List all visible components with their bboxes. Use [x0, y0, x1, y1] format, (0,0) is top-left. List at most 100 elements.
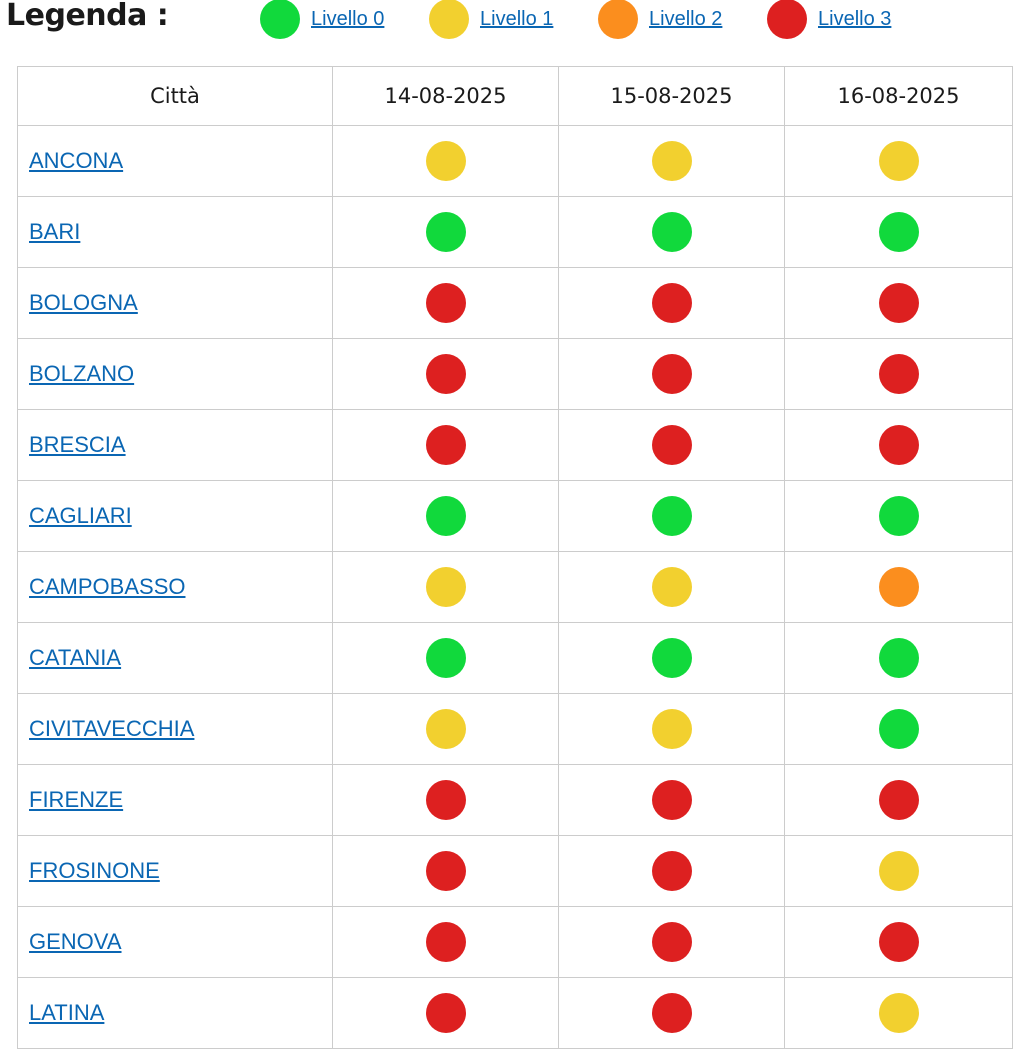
- level-cell: [332, 693, 559, 765]
- level-0-dot-icon: [878, 709, 919, 749]
- city-link[interactable]: CAGLIARI: [29, 503, 132, 528]
- level-3-dot-icon: [878, 354, 919, 394]
- table-row: FIRENZE: [17, 764, 1013, 836]
- level-cell: [784, 338, 1013, 410]
- table-row: BARI: [17, 196, 1013, 268]
- level-3-dot-icon: [878, 283, 919, 323]
- legend-level-1-link[interactable]: Livello 1: [480, 7, 554, 30]
- city-link[interactable]: LATINA: [29, 1000, 105, 1025]
- city-link[interactable]: BOLOGNA: [29, 290, 138, 315]
- level-3-dot-icon: [878, 922, 919, 962]
- level-3-dot-icon: [878, 425, 919, 465]
- level-1-dot-icon: [651, 567, 692, 607]
- level-cell: [332, 622, 559, 694]
- city-cell: CAGLIARI: [17, 480, 333, 552]
- legend-item-livello-1[interactable]: Livello 1: [429, 0, 554, 39]
- level-0-dot-icon: [878, 212, 919, 252]
- level-3-dot-icon: [651, 425, 692, 465]
- level-cell: [332, 906, 559, 978]
- city-link[interactable]: ANCONA: [29, 148, 124, 173]
- level-cell: [558, 977, 785, 1049]
- level-cell: [558, 764, 785, 836]
- level-0-dot-icon: [425, 212, 466, 252]
- legend-item-livello-3[interactable]: Livello 3: [767, 0, 892, 39]
- table-row: BRESCIA: [17, 409, 1013, 481]
- level-cell: [784, 693, 1013, 765]
- legend-item-livello-0[interactable]: Livello 0: [260, 0, 385, 39]
- level-0-dot-icon: [425, 496, 466, 536]
- city-link[interactable]: FROSINONE: [29, 858, 160, 883]
- level-table: Città 14-08-2025 15-08-2025 16-08-2025 A…: [17, 66, 1013, 1049]
- level-0-dot-icon: [651, 212, 692, 252]
- level-cell: [558, 409, 785, 481]
- city-cell: FIRENZE: [17, 764, 333, 836]
- legend-level-1-dot-icon: [429, 0, 469, 39]
- level-cell: [332, 267, 559, 339]
- legend-item-livello-2[interactable]: Livello 2: [598, 0, 723, 39]
- table-row: CATANIA: [17, 622, 1013, 694]
- header-date-3: 16-08-2025: [784, 66, 1013, 126]
- level-cell: [558, 196, 785, 268]
- header-date-2: 15-08-2025: [558, 66, 785, 126]
- city-cell: GENOVA: [17, 906, 333, 978]
- level-3-dot-icon: [878, 780, 919, 820]
- table-row: BOLOGNA: [17, 267, 1013, 339]
- legend: Legenda : Livello 0 Livello 1 Livello 2 …: [0, 0, 1024, 40]
- city-link[interactable]: FIRENZE: [29, 787, 124, 812]
- table-row: FROSINONE: [17, 835, 1013, 907]
- city-link[interactable]: CAMPOBASSO: [29, 574, 186, 599]
- city-cell: CATANIA: [17, 622, 333, 694]
- legend-level-3-dot-icon: [767, 0, 807, 39]
- level-cell: [332, 196, 559, 268]
- level-3-dot-icon: [651, 851, 692, 891]
- header-date-1: 14-08-2025: [332, 66, 559, 126]
- level-cell: [332, 125, 559, 197]
- level-cell: [332, 551, 559, 623]
- city-link[interactable]: CIVITAVECCHIA: [29, 716, 195, 741]
- level-0-dot-icon: [878, 638, 919, 678]
- table-row: LATINA: [17, 977, 1013, 1049]
- level-0-dot-icon: [425, 638, 466, 678]
- level-3-dot-icon: [425, 851, 466, 891]
- level-cell: [784, 835, 1013, 907]
- level-1-dot-icon: [878, 993, 919, 1033]
- header-city: Città: [17, 66, 333, 126]
- city-link[interactable]: BRESCIA: [29, 432, 126, 457]
- level-cell: [558, 338, 785, 410]
- city-link[interactable]: CATANIA: [29, 645, 122, 670]
- table-row: ANCONA: [17, 125, 1013, 197]
- legend-level-0-link[interactable]: Livello 0: [311, 7, 385, 30]
- table-row: CAMPOBASSO: [17, 551, 1013, 623]
- level-cell: [784, 977, 1013, 1049]
- city-link[interactable]: BARI: [29, 219, 81, 244]
- level-1-dot-icon: [425, 567, 466, 607]
- city-link[interactable]: GENOVA: [29, 929, 122, 954]
- level-1-dot-icon: [425, 141, 466, 181]
- level-3-dot-icon: [425, 354, 466, 394]
- level-cell: [784, 764, 1013, 836]
- level-3-dot-icon: [651, 283, 692, 323]
- city-cell: BOLZANO: [17, 338, 333, 410]
- city-link[interactable]: BOLZANO: [29, 361, 135, 386]
- city-cell: BOLOGNA: [17, 267, 333, 339]
- table-body: ANCONA BARI BOLOGNA BOLZANO BRESCIA CAGLIARI C…: [17, 125, 1013, 1049]
- level-1-dot-icon: [425, 709, 466, 749]
- city-cell: BRESCIA: [17, 409, 333, 481]
- level-0-dot-icon: [878, 496, 919, 536]
- level-3-dot-icon: [651, 780, 692, 820]
- level-cell: [558, 267, 785, 339]
- legend-level-2-link[interactable]: Livello 2: [649, 7, 723, 30]
- level-cell: [558, 622, 785, 694]
- level-3-dot-icon: [425, 425, 466, 465]
- table-row: CAGLIARI: [17, 480, 1013, 552]
- level-cell: [784, 622, 1013, 694]
- city-cell: CAMPOBASSO: [17, 551, 333, 623]
- legend-title: Legenda :: [6, 0, 169, 33]
- level-cell: [332, 338, 559, 410]
- city-cell: CIVITAVECCHIA: [17, 693, 333, 765]
- level-3-dot-icon: [651, 354, 692, 394]
- level-0-dot-icon: [651, 496, 692, 536]
- table-row: CIVITAVECCHIA: [17, 693, 1013, 765]
- legend-level-3-link[interactable]: Livello 3: [818, 7, 892, 30]
- legend-level-2-dot-icon: [598, 0, 638, 39]
